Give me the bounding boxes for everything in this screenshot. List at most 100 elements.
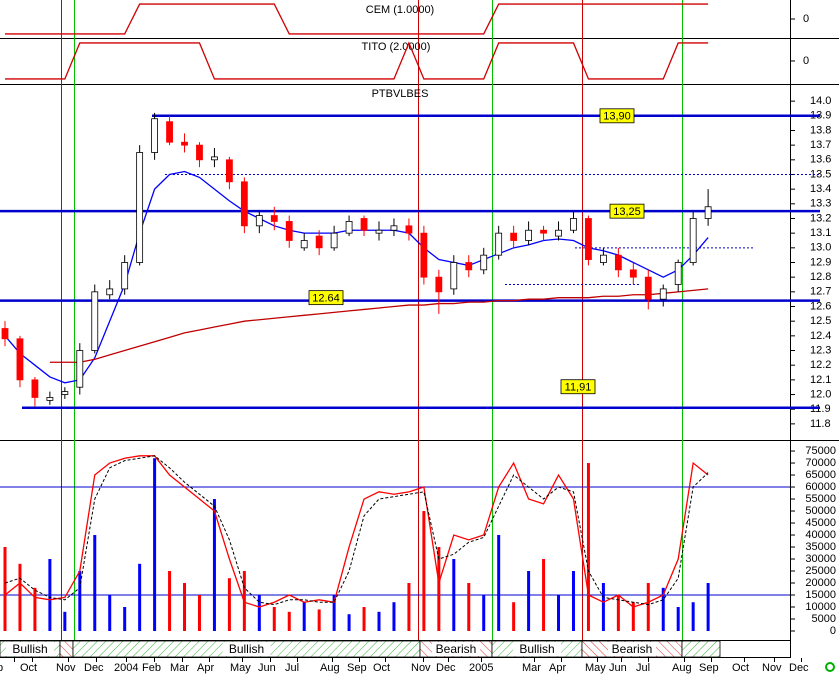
x-tick-label: Sep [699, 662, 719, 674]
candle-body [600, 254, 607, 263]
level-label: 13,90 [603, 111, 631, 123]
candle-body [495, 232, 503, 256]
signal-label: Bullish [229, 642, 264, 656]
volume-bar [512, 602, 516, 632]
y-tick-label: 12.2 [810, 359, 831, 371]
candle-body [300, 240, 308, 249]
y-tick-label: 70000 [805, 457, 836, 469]
y-tick-label: 13.7 [810, 139, 831, 151]
frame [0, 0, 839, 658]
volume-bar [482, 595, 486, 632]
volume-bar [362, 607, 366, 632]
candle-body [196, 144, 203, 161]
x-tick-label: Dec [436, 662, 456, 674]
candle-body [540, 229, 547, 234]
x-tick-label: Oct [20, 662, 37, 674]
line-series [4, 455, 709, 608]
volume-bar [601, 583, 605, 632]
volume-bar [676, 607, 680, 632]
volume-bar [332, 595, 336, 632]
signal-label: Bearish [436, 642, 477, 656]
candle-body [136, 152, 144, 263]
volume-bar [586, 463, 590, 632]
candle-body [151, 118, 159, 153]
candle-body [689, 218, 697, 263]
y-tick-label: 11.8 [810, 418, 831, 430]
volume-bar [542, 559, 546, 632]
y-tick-label: 13.1 [810, 227, 831, 239]
x-tick-label: Oct [373, 662, 390, 674]
x-tick-label: Apr [549, 662, 566, 674]
x-tick-label: May [585, 662, 606, 674]
panel-title: CEM (1.0000) [366, 4, 434, 16]
signal-label: Bullish [519, 642, 554, 656]
level-label-box [308, 290, 344, 306]
x-tick-label: 2004 [114, 662, 138, 674]
volume-bar [422, 511, 426, 632]
volume-bar [616, 595, 620, 632]
candle-body [585, 218, 592, 260]
y-tick-label: 45000 [805, 517, 836, 529]
y-tick-label: 15000 [805, 589, 836, 601]
candle-body [330, 232, 338, 249]
volume-bar [78, 571, 82, 632]
y-tick-label: 13.8 [810, 124, 831, 136]
candle-body [225, 159, 233, 183]
candle-body [629, 269, 637, 278]
candle-body [704, 206, 712, 219]
y-tick-label: 13.9 [810, 110, 831, 122]
volume-bar [123, 607, 127, 632]
candle-body [555, 229, 562, 237]
volume-bar [437, 547, 441, 632]
candle-body [240, 181, 248, 227]
candle-body [390, 225, 398, 231]
candle-body [375, 229, 383, 234]
signal-label: Bullish [12, 642, 47, 656]
volume-bar [108, 595, 112, 632]
y-tick-label: 12.0 [810, 388, 831, 400]
candle-body [61, 391, 69, 395]
volume-bar [183, 583, 187, 632]
volume-bar [153, 458, 157, 632]
candle-body [91, 291, 99, 351]
y-tick-label: 5000 [812, 613, 836, 625]
volume-bar [212, 499, 216, 632]
x-tick-label: Sep [347, 662, 367, 674]
volume-bar [33, 587, 37, 632]
volume-bar [407, 583, 411, 632]
signal-segment [59, 640, 74, 658]
volume-bar [571, 571, 575, 632]
volume-bar [3, 547, 7, 632]
candle-body [285, 221, 293, 241]
volume-bar [706, 583, 710, 632]
y-tick-label: 13.6 [810, 154, 831, 166]
x-tick-label: Nov [762, 662, 782, 674]
x-tick-label: Apr [197, 662, 214, 674]
line-series [49, 288, 709, 363]
volume-bar [138, 563, 142, 632]
volume-bar [302, 602, 306, 632]
candle-body [181, 141, 188, 146]
signal-label-bg [513, 642, 561, 656]
y-tick-label: 13.2 [810, 212, 831, 224]
level-label: 11,91 [565, 382, 592, 394]
volume-bar [347, 614, 351, 632]
x-tick-label: Aug [320, 662, 340, 674]
candle-body [211, 156, 218, 161]
volume-bar [48, 559, 52, 632]
signal-segment [681, 640, 721, 658]
line-series [4, 455, 709, 606]
y-tick-label: 55000 [805, 493, 836, 505]
candle-body [659, 288, 667, 300]
candle-body [420, 232, 428, 278]
volume-bar [497, 535, 501, 632]
x-tick-label: Feb [142, 662, 161, 674]
y-tick-label: 13.5 [810, 168, 831, 180]
y-tick-label: 12.4 [810, 330, 831, 342]
x-tick-label: May [230, 662, 251, 674]
volume-bar [392, 602, 396, 632]
volume-bar [168, 571, 172, 632]
signal-label: Bearish [612, 642, 653, 656]
